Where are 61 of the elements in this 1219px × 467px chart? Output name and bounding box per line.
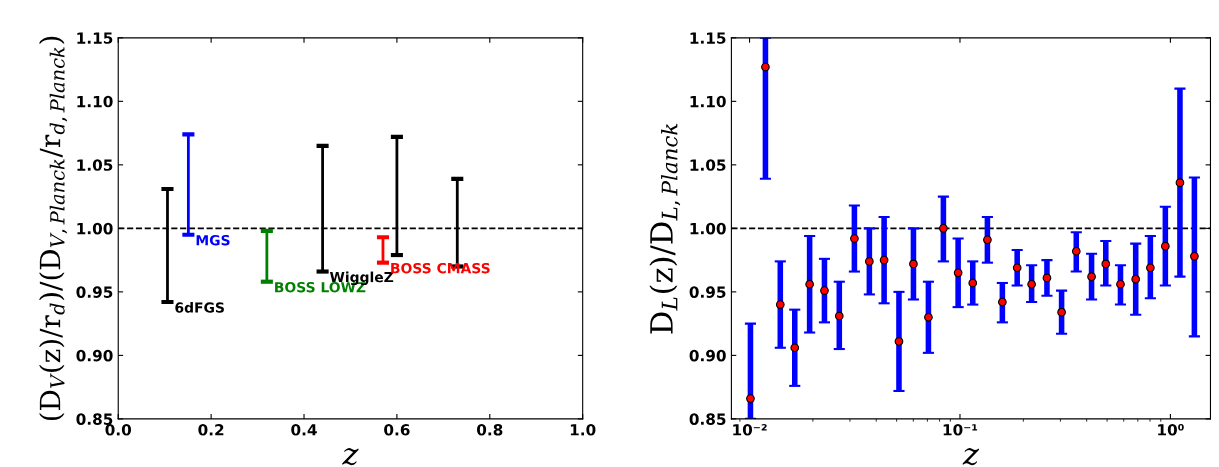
y-tick-label: 1.00 bbox=[77, 222, 113, 235]
x-tick-label: 0.4 bbox=[291, 424, 317, 436]
x-tick-label: 10⁰ bbox=[1158, 424, 1184, 436]
point bbox=[790, 343, 800, 353]
legend-label: MGS bbox=[196, 234, 230, 246]
y-axis-title: D$_{L}$(z)/D$_{L,Planck}$ bbox=[649, 123, 681, 334]
point bbox=[1101, 259, 1111, 269]
point bbox=[953, 268, 963, 278]
point bbox=[1160, 241, 1170, 251]
point bbox=[864, 257, 874, 266]
point bbox=[775, 300, 785, 309]
y-tick-label: 0.95 bbox=[76, 286, 113, 298]
y-tick-label: 1.15 bbox=[77, 32, 113, 44]
point bbox=[1146, 263, 1155, 273]
point bbox=[746, 394, 755, 403]
point bbox=[850, 234, 859, 243]
legend-label: BOSS CMASS bbox=[391, 262, 490, 274]
y-tick-label: 1.15 bbox=[690, 32, 726, 44]
point bbox=[834, 311, 844, 321]
y-tick-label: 1.10 bbox=[690, 95, 726, 108]
point bbox=[1175, 178, 1185, 187]
point bbox=[997, 297, 1007, 307]
y-tick-label: 0.85 bbox=[76, 413, 113, 425]
y-tick-label: 0.90 bbox=[76, 349, 113, 362]
x-tick-label: 10⁻² bbox=[733, 424, 767, 436]
point bbox=[1131, 274, 1141, 284]
point bbox=[1071, 246, 1081, 256]
point bbox=[1012, 263, 1022, 273]
x-tick-label: 10⁻¹ bbox=[943, 424, 978, 436]
y-tick-label: 1.05 bbox=[690, 159, 726, 171]
point bbox=[761, 62, 770, 72]
point bbox=[1190, 251, 1199, 261]
point bbox=[939, 224, 948, 233]
point bbox=[820, 286, 829, 295]
point bbox=[805, 279, 814, 289]
x-tick-label: 0.2 bbox=[198, 424, 224, 436]
point bbox=[894, 337, 904, 346]
point bbox=[924, 312, 933, 322]
y-tick-label: 0.85 bbox=[689, 413, 726, 425]
y-tick-label: 1.10 bbox=[77, 95, 113, 108]
point bbox=[879, 255, 889, 265]
point bbox=[1057, 307, 1066, 317]
y-tick-label: 0.95 bbox=[689, 286, 726, 298]
text: (D$_{V}$(z)/r$_{d}$)/(D$_{V,Planck}$/r$_{d,Planck}$) bbox=[39, 36, 68, 421]
point bbox=[968, 278, 978, 288]
x-tick-label: 0.0 bbox=[105, 424, 132, 436]
x-tick-label: 0.8 bbox=[476, 424, 503, 436]
y-tick-label: 0.90 bbox=[689, 349, 726, 362]
y-tick-label: 1.00 bbox=[690, 222, 726, 235]
point bbox=[1027, 279, 1036, 289]
point bbox=[1116, 279, 1125, 289]
x-axis-title: z bbox=[962, 447, 980, 466]
x-axis-title: z bbox=[342, 447, 359, 466]
x-tick-label: 0.6 bbox=[384, 424, 410, 436]
y-tick-label: 1.05 bbox=[77, 159, 113, 171]
point bbox=[1087, 272, 1096, 281]
point bbox=[909, 259, 918, 269]
x-tick-label: 1.0 bbox=[570, 424, 596, 436]
point bbox=[1042, 273, 1052, 283]
point bbox=[983, 235, 992, 245]
legend-label: 6dFGS bbox=[175, 302, 224, 313]
